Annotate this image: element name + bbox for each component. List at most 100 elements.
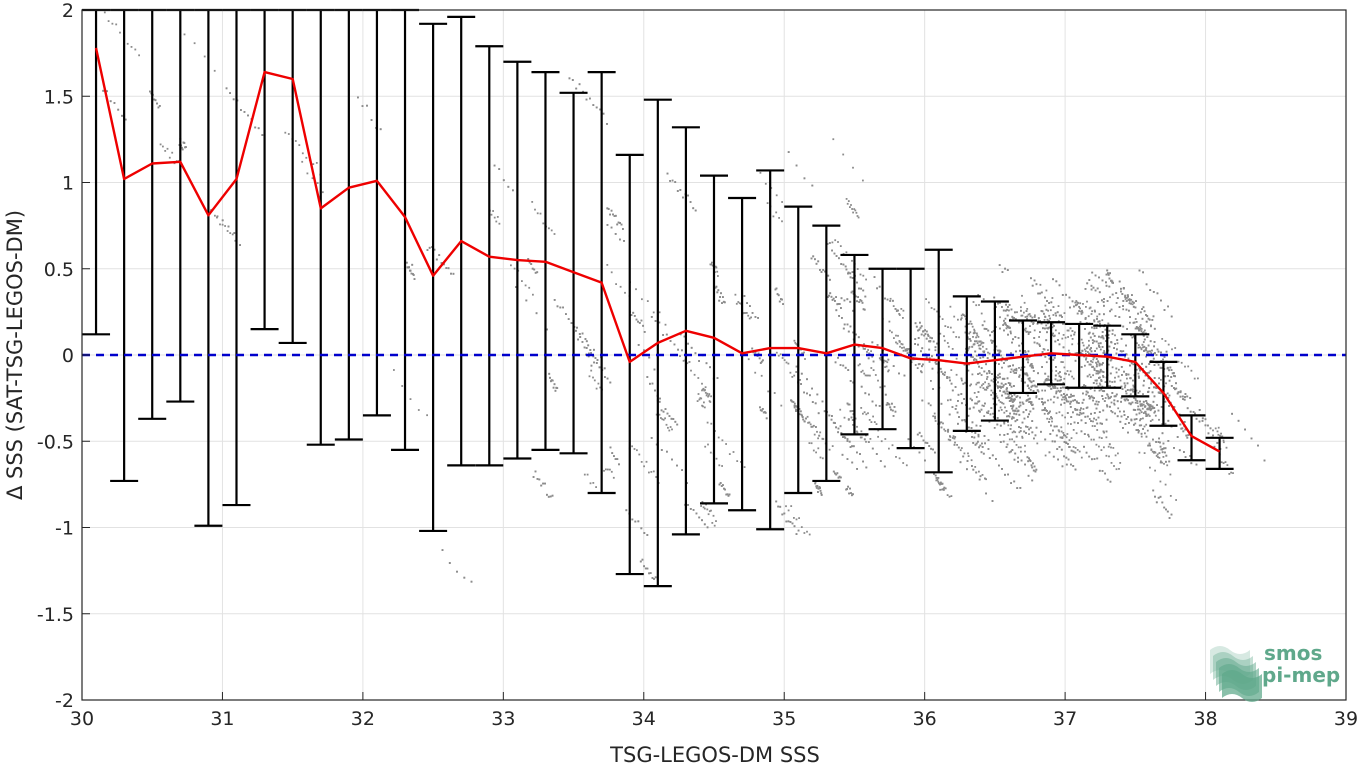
scatter-point <box>1107 445 1110 448</box>
scatter-point <box>899 345 901 348</box>
scatter-point <box>721 439 724 442</box>
scatter-point <box>1147 350 1149 353</box>
scatter-point <box>791 376 794 378</box>
scatter-point <box>849 380 852 382</box>
scatter-point <box>1092 374 1094 377</box>
scatter-point <box>700 397 703 400</box>
scatter-point <box>759 171 762 174</box>
scatter-point <box>1026 308 1029 310</box>
scatter-point <box>1033 341 1036 344</box>
scatter-point <box>868 419 871 421</box>
scatter-point <box>845 268 848 271</box>
scatter-point <box>643 532 646 534</box>
scatter-point <box>660 449 663 451</box>
scatter-point <box>1044 389 1046 392</box>
scatter-point <box>1131 300 1134 303</box>
scatter-point <box>1150 405 1153 408</box>
scatter-point <box>1139 324 1142 326</box>
scatter-point <box>1024 316 1027 318</box>
scatter-point <box>1059 387 1062 389</box>
scatter-point <box>701 519 703 522</box>
scatter-point <box>988 370 990 372</box>
scatter-point <box>1064 336 1067 339</box>
scatter-point <box>1068 446 1071 448</box>
scatter-point <box>1053 425 1056 428</box>
scatter-point <box>1221 435 1224 438</box>
scatter-point <box>1095 358 1098 360</box>
scatter-point <box>1102 301 1105 303</box>
scatter-point <box>1136 327 1138 330</box>
scatter-point <box>975 354 978 357</box>
scatter-point <box>721 465 723 467</box>
scatter-point <box>1114 412 1116 415</box>
scatter-point <box>1058 430 1061 433</box>
scatter-point <box>955 404 958 407</box>
scatter-point <box>1089 336 1092 339</box>
scatter-point <box>937 477 940 479</box>
scatter-point <box>1017 409 1020 412</box>
scatter-point <box>1103 350 1105 352</box>
scatter-point <box>1114 454 1117 457</box>
scatter-point <box>1058 332 1060 335</box>
scatter-point <box>982 356 985 359</box>
scatter-point <box>1134 399 1137 401</box>
scatter-point <box>743 312 745 314</box>
scatter-point <box>1133 423 1135 426</box>
scatter-point <box>379 128 382 131</box>
scatter-point <box>802 418 805 421</box>
scatter-point <box>828 448 831 451</box>
scatter-point <box>980 312 983 315</box>
scatter-point <box>642 324 644 327</box>
scatter-point <box>1017 456 1019 459</box>
scatter-point <box>1013 440 1016 443</box>
scatter-point <box>901 343 904 346</box>
scatter-point <box>773 392 776 394</box>
scatter-point <box>977 344 980 347</box>
scatter-point <box>1010 332 1012 335</box>
scatter-point <box>590 369 593 372</box>
scatter-point <box>1031 384 1034 387</box>
scatter-point <box>1086 346 1089 349</box>
scatter-point <box>1128 402 1131 405</box>
scatter-point <box>999 327 1001 330</box>
scatter-point <box>838 303 841 305</box>
scatter-point <box>873 276 876 278</box>
scatter-point <box>1113 402 1115 405</box>
scatter-point <box>906 348 909 350</box>
scatter-point <box>1069 370 1072 373</box>
scatter-point <box>851 271 854 273</box>
scatter-point <box>1102 409 1105 412</box>
scatter-point <box>1169 495 1172 497</box>
scatter-point <box>1055 412 1058 415</box>
scatter-point <box>987 329 990 332</box>
scatter-point <box>992 391 994 394</box>
scatter-point <box>1160 378 1162 381</box>
scatter-point <box>1076 449 1079 451</box>
scatter-point <box>990 394 993 396</box>
scatter-point <box>1232 472 1234 474</box>
scatter-point <box>1029 410 1032 413</box>
scatter-point <box>877 429 880 432</box>
scatter-point <box>686 482 688 484</box>
scatter-point <box>1128 422 1130 424</box>
scatter-point <box>1123 370 1125 373</box>
scatter-point <box>1003 421 1006 424</box>
scatter-point <box>1119 379 1122 382</box>
scatter-point <box>1129 364 1131 367</box>
scatter-point <box>1111 381 1114 383</box>
scatter-point <box>1063 398 1066 401</box>
scatter-point <box>797 529 800 532</box>
scatter-point <box>1192 411 1195 413</box>
scatter-point <box>1116 348 1118 351</box>
scatter-point <box>1045 339 1048 342</box>
scatter-point <box>1014 318 1017 321</box>
scatter-point <box>981 324 984 327</box>
scatter-point <box>1154 410 1156 413</box>
scatter-point <box>1001 386 1004 388</box>
scatter-point <box>785 505 787 508</box>
scatter-point <box>974 332 976 334</box>
scatter-point <box>1130 402 1132 405</box>
scatter-point <box>1149 444 1151 447</box>
scatter-point <box>1152 400 1155 403</box>
scatter-point <box>1093 458 1096 460</box>
